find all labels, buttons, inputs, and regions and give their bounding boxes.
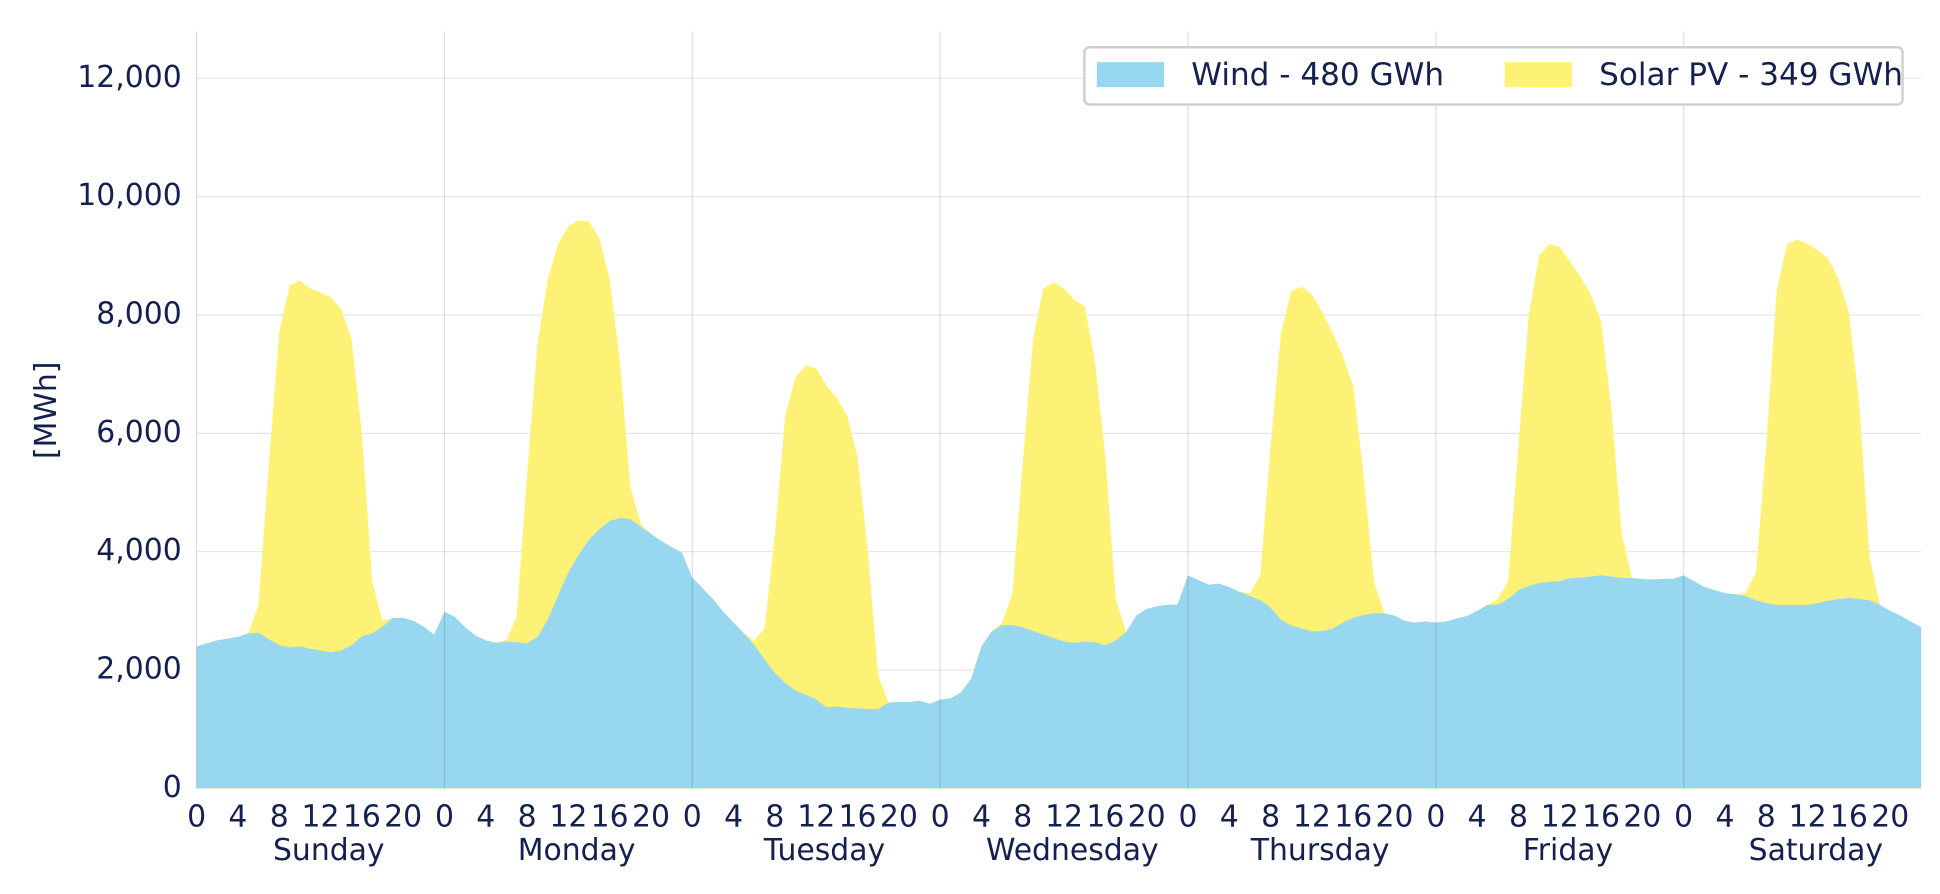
y-tick-label: 8,000 bbox=[96, 297, 181, 332]
day-label: Monday bbox=[518, 833, 636, 868]
x-tick-label: 16 bbox=[1334, 800, 1372, 835]
x-tick-label: 16 bbox=[343, 800, 381, 835]
x-tick-label: 12 bbox=[1045, 800, 1083, 835]
x-tick-label: 20 bbox=[1623, 800, 1661, 835]
legend-box bbox=[1083, 46, 1904, 106]
x-tick-label: 4 bbox=[476, 800, 495, 835]
y-tick-label: 6,000 bbox=[96, 415, 181, 450]
x-tick-label: 8 bbox=[1757, 800, 1776, 835]
y-tick-label: 0 bbox=[163, 770, 182, 805]
day-label: Friday bbox=[1523, 833, 1613, 868]
x-tick-label: 0 bbox=[1178, 800, 1197, 835]
x-tick-label: 4 bbox=[1220, 800, 1239, 835]
x-tick-label: 8 bbox=[765, 800, 784, 835]
x-tick-label: 12 bbox=[797, 800, 835, 835]
x-tick-label: 20 bbox=[632, 800, 670, 835]
x-tick-label: 0 bbox=[1426, 800, 1445, 835]
x-tick-label: 0 bbox=[1674, 800, 1693, 835]
x-tick-label: 16 bbox=[1086, 800, 1124, 835]
x-tick-label: 12 bbox=[549, 800, 587, 835]
legend-label: Solar PV - 349 GWh bbox=[1599, 57, 1903, 93]
x-tick-label: 8 bbox=[518, 800, 537, 835]
x-tick-label: 20 bbox=[1128, 800, 1166, 835]
legend-label: Wind - 480 GWh bbox=[1191, 57, 1444, 93]
area bbox=[196, 517, 1922, 789]
x-tick-label: 8 bbox=[1261, 800, 1280, 835]
y-tick-label: 2,000 bbox=[96, 651, 181, 686]
x-tick-label: 16 bbox=[839, 800, 877, 835]
x-tick-label: 12 bbox=[302, 800, 340, 835]
day-label: Tuesday bbox=[763, 833, 885, 868]
x-tick-label: 16 bbox=[1582, 800, 1620, 835]
x-tick-label: 0 bbox=[187, 800, 206, 835]
x-tick-label: 0 bbox=[435, 800, 454, 835]
legend-swatch bbox=[1096, 62, 1164, 88]
day-label: Saturday bbox=[1749, 833, 1883, 868]
legend: Wind - 480 GWh Solar PV - 349 GWh bbox=[1083, 46, 1904, 106]
x-tick-label: 16 bbox=[591, 800, 629, 835]
legend-swatch bbox=[1504, 62, 1572, 88]
y-tick-label: 10,000 bbox=[77, 178, 181, 213]
x-tick-label: 16 bbox=[1830, 800, 1868, 835]
x-tick-label: 20 bbox=[384, 800, 422, 835]
x-tick-label: 8 bbox=[1509, 800, 1528, 835]
x-tick-label: 4 bbox=[724, 800, 743, 835]
x-tick-label: 20 bbox=[1376, 800, 1414, 835]
x-tick-label: 8 bbox=[1013, 800, 1032, 835]
x-tick-label: 4 bbox=[972, 800, 991, 835]
x-tick-label: 12 bbox=[1293, 800, 1331, 835]
x-tick-label: 20 bbox=[880, 800, 918, 835]
day-label: Thursday bbox=[1250, 833, 1390, 868]
day-label: Wednesday bbox=[986, 833, 1159, 868]
x-tick-label: 4 bbox=[1468, 800, 1487, 835]
y-tick-label: 4,000 bbox=[96, 533, 181, 568]
x-tick-label: 4 bbox=[228, 800, 247, 835]
day-label: Sunday bbox=[273, 833, 385, 868]
x-tick-label: 12 bbox=[1789, 800, 1827, 835]
x-tick-label: 0 bbox=[683, 800, 702, 835]
x-tick-label: 12 bbox=[1541, 800, 1579, 835]
x-tick-label: 8 bbox=[270, 800, 289, 835]
y-axis-label: [MWh] bbox=[29, 362, 64, 459]
x-tick-label: 4 bbox=[1715, 800, 1734, 835]
x-tick-label: 20 bbox=[1871, 800, 1909, 835]
x-tick-label: 0 bbox=[931, 800, 950, 835]
y-tick-label: 12,000 bbox=[77, 60, 181, 95]
